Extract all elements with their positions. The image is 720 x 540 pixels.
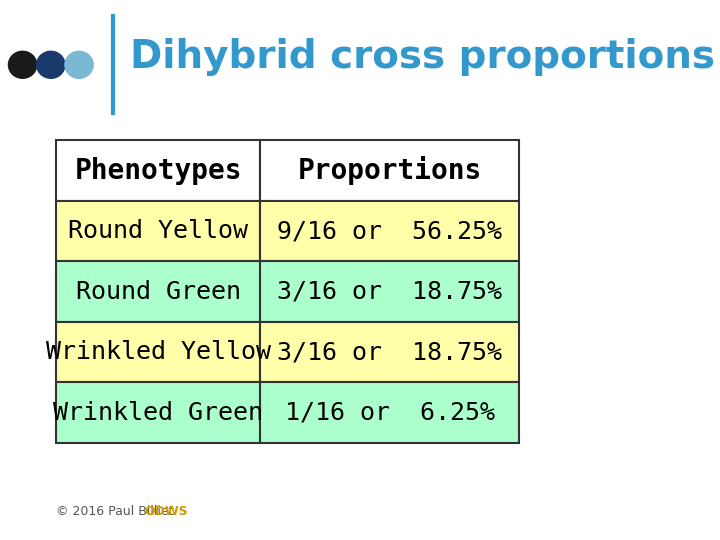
FancyBboxPatch shape [56,382,260,443]
FancyBboxPatch shape [260,261,520,322]
Text: ODWS: ODWS [144,505,188,518]
Text: © 2016 Paul Billiet: © 2016 Paul Billiet [56,505,178,518]
FancyBboxPatch shape [56,201,260,261]
Text: Round Green: Round Green [76,280,240,303]
FancyBboxPatch shape [56,322,260,382]
FancyBboxPatch shape [56,140,260,201]
Text: Round Yellow: Round Yellow [68,219,248,243]
FancyBboxPatch shape [56,261,260,322]
Text: 3/16 or  18.75%: 3/16 or 18.75% [277,340,502,364]
Text: Wrinkled Yellow: Wrinkled Yellow [45,340,271,364]
Circle shape [9,51,37,78]
Text: Proportions: Proportions [297,156,482,185]
Text: Wrinkled Green: Wrinkled Green [53,401,263,424]
FancyBboxPatch shape [260,322,520,382]
Text: 9/16 or  56.25%: 9/16 or 56.25% [277,219,502,243]
Text: Phenotypes: Phenotypes [74,157,242,185]
FancyBboxPatch shape [260,201,520,261]
Text: 3/16 or  18.75%: 3/16 or 18.75% [277,280,502,303]
Circle shape [65,51,93,78]
Circle shape [37,51,65,78]
FancyBboxPatch shape [260,382,520,443]
FancyBboxPatch shape [260,140,520,201]
Text: 1/16 or  6.25%: 1/16 or 6.25% [284,401,495,424]
Text: Dihybrid cross proportions: Dihybrid cross proportions [130,38,715,76]
